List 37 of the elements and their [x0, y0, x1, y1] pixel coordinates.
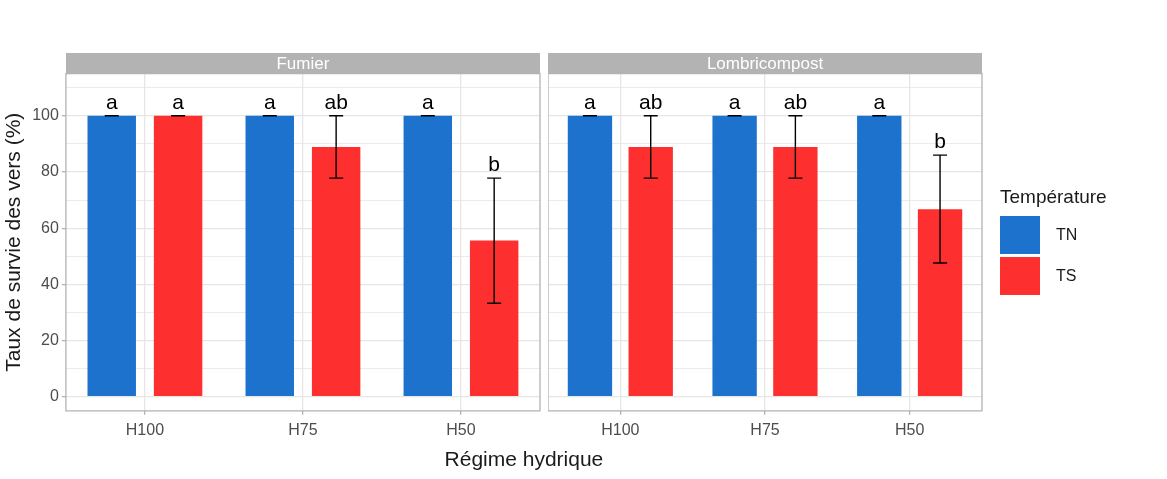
y-tick-label: 0 [49, 387, 59, 405]
x-tick-label: H100 [125, 420, 165, 438]
legend-label: TN [1056, 226, 1078, 245]
data-label: b [488, 152, 501, 176]
chart-title: Lombricompost [548, 52, 982, 74]
y-axis-title: Taux de survie des vers (%) [1, 112, 25, 372]
data-label: a [105, 90, 118, 114]
data-label: a [728, 90, 741, 114]
x-tick-label: H50 [446, 420, 476, 438]
y-tick-label: 80 [41, 162, 59, 180]
data-label: a [584, 90, 597, 114]
data-label: ab [639, 90, 663, 114]
x-tick-label: H75 [750, 420, 780, 438]
bar [87, 115, 136, 397]
data-label: ab [783, 90, 808, 114]
y-tick-label: 60 [41, 218, 59, 236]
x-tick-label: H75 [288, 420, 318, 438]
legend-title: Température [1000, 186, 1107, 209]
bar [245, 115, 294, 397]
bar [153, 115, 203, 397]
bar [469, 240, 519, 397]
y-tick-label: 40 [41, 274, 59, 292]
legend-label: TS [1056, 267, 1077, 286]
data-label: ab [324, 90, 348, 114]
data-label: b [934, 129, 946, 153]
x-tick-label: H50 [894, 420, 925, 438]
data-label: a [873, 90, 886, 114]
x-tick-label: H100 [601, 420, 640, 438]
chart-title: Fumier [65, 52, 540, 74]
data-label: a [421, 90, 434, 114]
data-label: a [263, 90, 276, 114]
x-axis-title: Régime hydrique [443, 447, 605, 471]
y-tick-label: 100 [32, 106, 59, 124]
data-label: a [172, 90, 185, 114]
bar [403, 115, 453, 397]
y-tick-label: 20 [41, 330, 59, 348]
bar [311, 146, 361, 397]
